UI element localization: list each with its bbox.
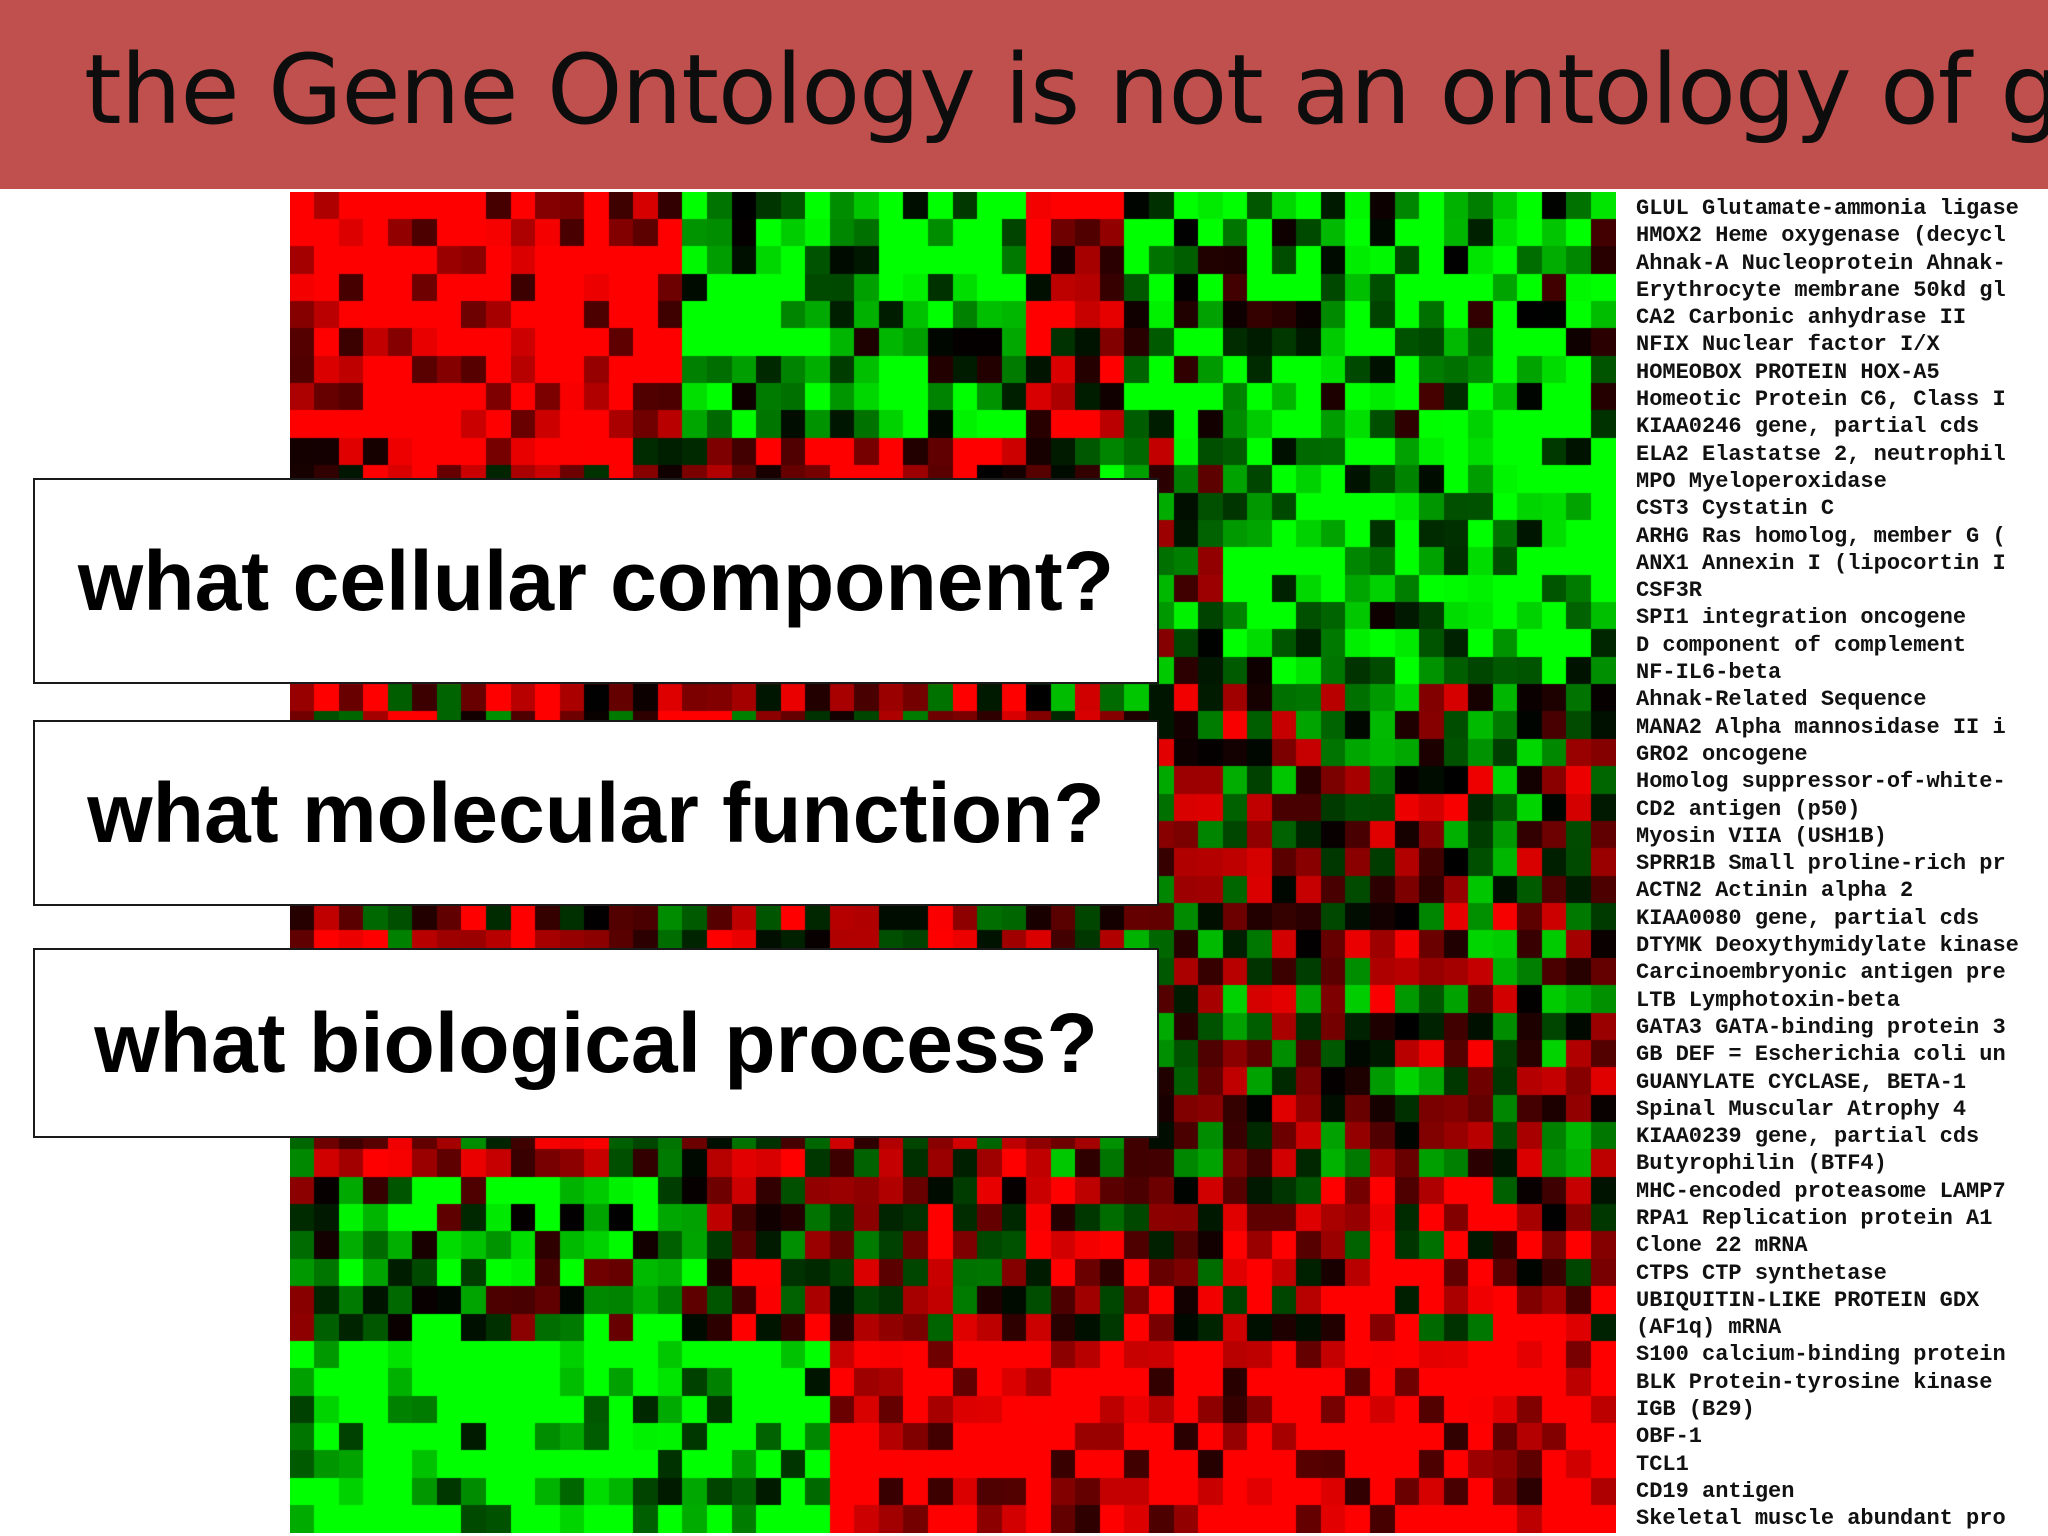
gene-label: SPRR1B Small proline-rich pr [1636, 851, 2006, 877]
gene-label: DTYMK Deoxythymidylate kinase [1636, 933, 2019, 959]
gene-label: NFIX Nuclear factor I/X [1636, 332, 1940, 358]
gene-label: CD2 antigen (p50) [1636, 796, 1861, 822]
gene-label: GUANYLATE CYCLASE, BETA-1 [1636, 1069, 1967, 1095]
gene-label: Erythrocyte membrane 50kd gl [1636, 277, 2006, 303]
gene-label: BLK Protein-tyrosine kinase [1636, 1369, 1993, 1395]
gene-label: CTPS CTP synthetase [1636, 1260, 1887, 1286]
gene-label: LTB Lymphotoxin-beta [1636, 987, 1901, 1013]
gene-label: S100 calcium-binding protein [1636, 1342, 2006, 1368]
gene-label: UBIQUITIN-LIKE PROTEIN GDX [1636, 1287, 1980, 1313]
gene-label: Clone 22 mRNA [1636, 1233, 1808, 1259]
gene-label: D component of complement [1636, 632, 1967, 658]
gene-label: Ahnak-Related Sequence [1636, 687, 1927, 713]
slide-title: the Gene Ontology is not an ontology of … [84, 34, 2048, 146]
gene-label: KIAA0246 gene, partial cds [1636, 414, 1980, 440]
gene-label: Spinal Muscular Atrophy 4 [1636, 1096, 1967, 1122]
gene-label: Homeotic Protein C6, Class I [1636, 387, 2006, 413]
gene-label: OBF-1 [1636, 1424, 1703, 1450]
gene-label: Ahnak-A Nucleoprotein Ahnak- [1636, 250, 2006, 276]
gene-label: MANA2 Alpha mannosidase II i [1636, 714, 2006, 740]
title-bar: the Gene Ontology is not an ontology of … [0, 0, 2048, 189]
gene-label: GATA3 GATA-binding protein 3 [1636, 1014, 2006, 1040]
gene-label: Myosin VIIA (USH1B) [1636, 823, 1887, 849]
gene-label: ELA2 Elastatse 2, neutrophil [1636, 441, 2006, 467]
gene-label: TCL1 [1636, 1451, 1689, 1477]
gene-label: MHC-encoded proteasome LAMP7 [1636, 1178, 2006, 1204]
gene-label: RPA1 Replication protein A1 [1636, 1205, 1993, 1231]
gene-label: MPO Myeloperoxidase [1636, 468, 1887, 494]
gene-label: IGB (B29) [1636, 1397, 1755, 1423]
gene-label: Homolog suppressor-of-white- [1636, 769, 2006, 795]
gene-label: CA2 Carbonic anhydrase II [1636, 305, 1967, 331]
gene-label: Carcinoembryonic antigen pre [1636, 960, 2006, 986]
question-cellular-component: what cellular component? [33, 478, 1159, 684]
gene-label: CSF3R [1636, 578, 1703, 604]
gene-label: ARHG Ras homolog, member G ( [1636, 523, 2006, 549]
gene-label: KIAA0239 gene, partial cds [1636, 1124, 1980, 1150]
gene-label: GB DEF = Escherichia coli un [1636, 1042, 2006, 1068]
gene-label-list: GLUL Glutamate-ammonia ligase HMOX2 Heme … [1636, 195, 2048, 1536]
question-molecular-function: what molecular function? [33, 720, 1159, 906]
gene-label: CD19 antigen [1636, 1478, 1795, 1504]
gene-label: NF-IL6-beta [1636, 660, 1782, 686]
gene-label: Butyrophilin (BTF4) [1636, 1151, 1887, 1177]
gene-label: ANX1 Annexin I (lipocortin I [1636, 550, 2006, 576]
gene-label: GRO2 oncogene [1636, 741, 1808, 767]
gene-label: ACTN2 Actinin alpha 2 [1636, 878, 1914, 904]
gene-label: HMOX2 Heme oxygenase (decycl [1636, 223, 2006, 249]
gene-label: (AF1q) mRNA [1636, 1315, 1782, 1341]
gene-label: SPI1 integration oncogene [1636, 605, 1967, 631]
gene-label: CST3 Cystatin C [1636, 496, 1835, 522]
gene-label: KIAA0080 gene, partial cds [1636, 905, 1980, 931]
question-biological-process: what biological process? [33, 948, 1159, 1138]
gene-label: GLUL Glutamate-ammonia ligase [1636, 196, 2019, 221]
gene-label: HOMEOBOX PROTEIN HOX-A5 [1636, 359, 1940, 385]
gene-label: Skeletal muscle abundant pro [1636, 1506, 2006, 1532]
